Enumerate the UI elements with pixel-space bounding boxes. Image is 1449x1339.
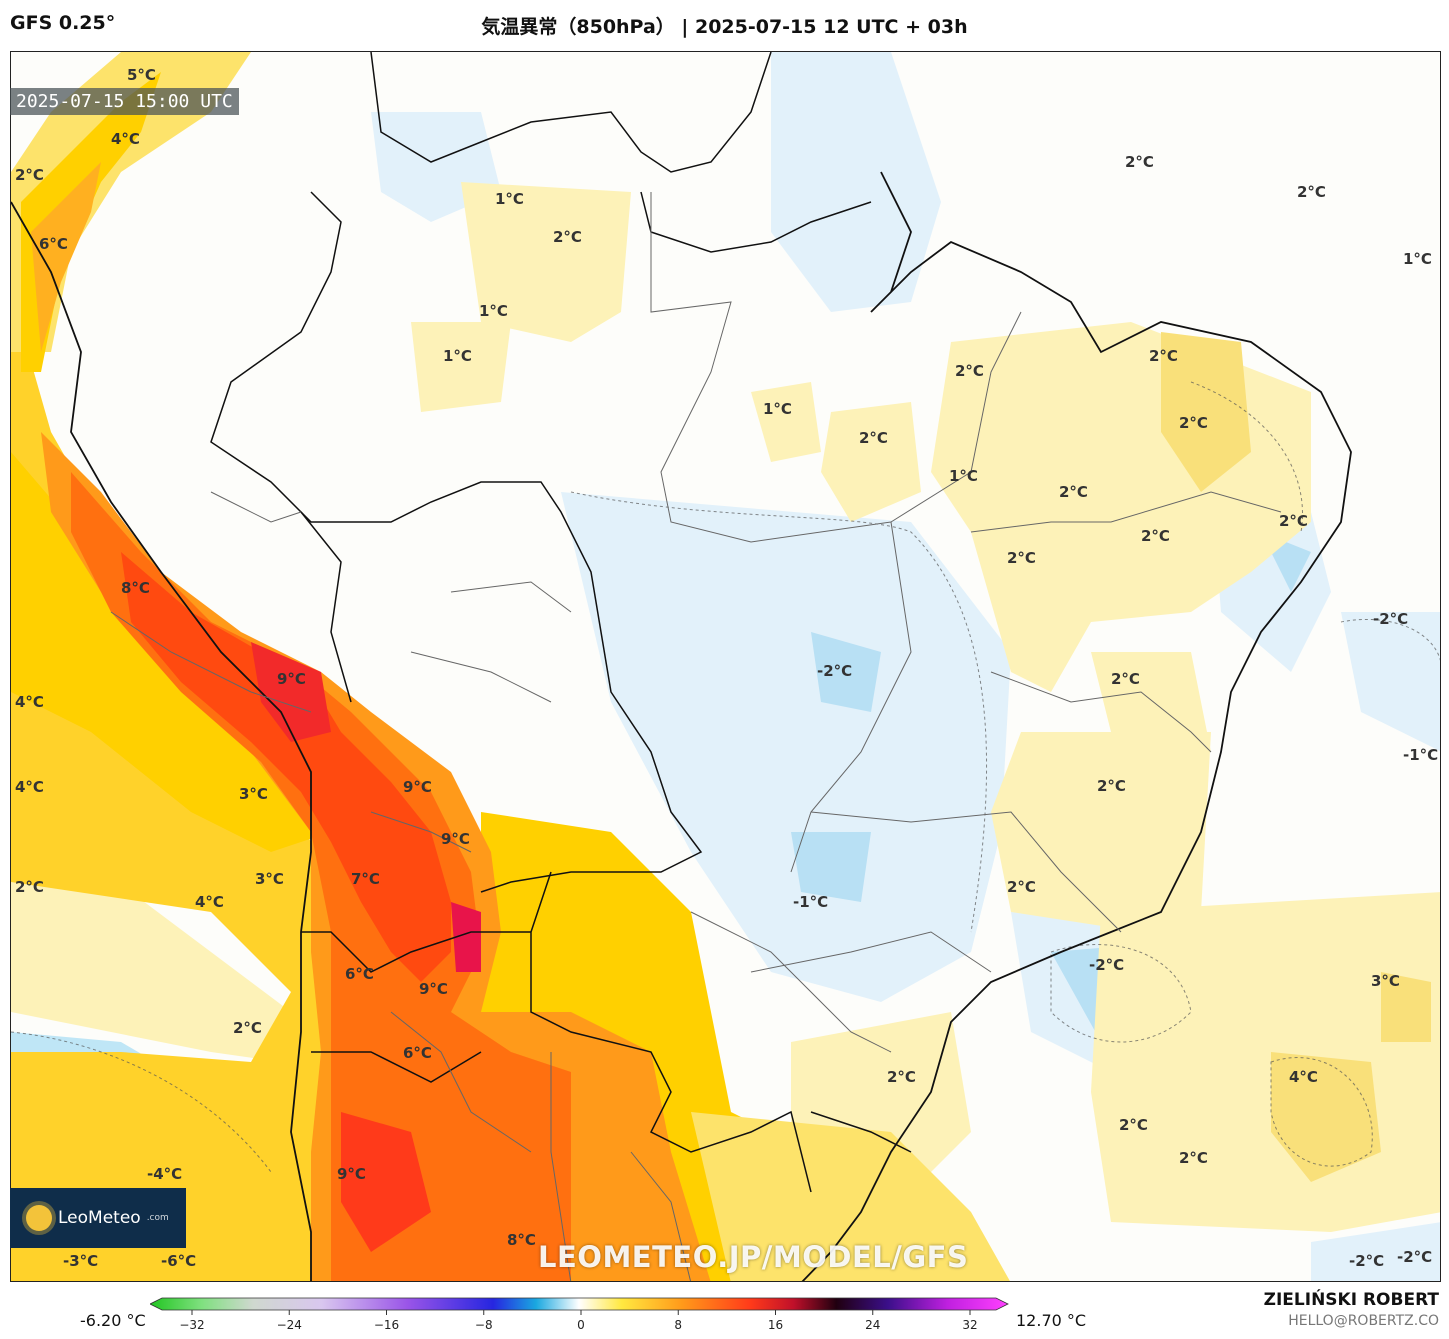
leometeo-logo: LeoMeteo .com — [10, 1188, 186, 1248]
temperature-labels: 5°C 4°C 2°C 6°C 1°C 2°C 1°C 1°C 2°C 2°C … — [15, 66, 1438, 1270]
temp-label: -2°C — [1349, 1252, 1384, 1270]
temp-label: 1°C — [443, 347, 472, 365]
temp-label: 9°C — [419, 980, 448, 998]
logo-text: LeoMeteo — [58, 1208, 141, 1228]
temp-label: 1°C — [763, 400, 792, 418]
temp-label: 6°C — [403, 1044, 432, 1062]
temp-label: 2°C — [15, 166, 44, 184]
map-title: 気温異常（850hPa） | 2025-07-15 12 UTC + 03h — [481, 16, 968, 38]
temp-label: 2°C — [553, 228, 582, 246]
temp-label: 2°C — [1149, 347, 1178, 365]
colorbar-tick-label: −32 — [179, 1318, 204, 1332]
colorbar-tick-label: 0 — [577, 1318, 585, 1332]
temp-label: -2°C — [1089, 956, 1124, 974]
colorbar-tick-label: 24 — [865, 1318, 880, 1332]
temp-label: 2°C — [887, 1068, 916, 1086]
temp-label: 4°C — [195, 893, 224, 911]
temp-label: -3°C — [63, 1252, 98, 1270]
temp-label: 4°C — [15, 693, 44, 711]
logo-suffix: .com — [146, 1213, 169, 1223]
temp-label: -1°C — [793, 893, 828, 911]
temp-label: 2°C — [15, 878, 44, 896]
temp-label: 2°C — [1007, 878, 1036, 896]
colorbar-tick-label: 16 — [768, 1318, 783, 1332]
temp-label: 2°C — [1111, 670, 1140, 688]
temp-label: -4°C — [147, 1165, 182, 1183]
temp-label: 2°C — [1125, 153, 1154, 171]
colorbar-tick-label: −8 — [475, 1318, 493, 1332]
author-email: HELLO@ROBERTZ.CO — [1288, 1313, 1439, 1329]
colorbar-max-label: 12.70 °C — [1016, 1311, 1087, 1330]
temp-label: 1°C — [495, 190, 524, 208]
temp-label: -6°C — [161, 1252, 196, 1270]
sun-icon — [26, 1205, 52, 1231]
moderate-warm-areas — [1161, 332, 1431, 1182]
temp-label: 1°C — [949, 467, 978, 485]
temp-label: 8°C — [121, 579, 150, 597]
valid-time-badge: 2025-07-15 15:00 UTC — [10, 88, 239, 115]
temp-label: -2°C — [817, 662, 852, 680]
colorbar-min-label: -6.20 °C — [80, 1311, 146, 1330]
temp-label: 2°C — [1279, 512, 1308, 530]
temp-label: 4°C — [1289, 1068, 1318, 1086]
temp-label: 2°C — [859, 429, 888, 447]
strong-warm-core — [41, 432, 711, 1281]
temp-label: 9°C — [441, 830, 470, 848]
temp-label: -2°C — [1373, 610, 1408, 628]
colorbar-gradient — [150, 1297, 1009, 1311]
temp-label: -2°C — [1397, 1248, 1432, 1266]
temp-label: 2°C — [955, 362, 984, 380]
temp-label: 8°C — [507, 1231, 536, 1249]
temp-label: 3°C — [239, 785, 268, 803]
temp-label: 3°C — [1371, 972, 1400, 990]
temp-label: 4°C — [111, 130, 140, 148]
map-canvas: 5°C 4°C 2°C 6°C 1°C 2°C 1°C 1°C 2°C 2°C … — [11, 52, 1440, 1281]
temp-label: 4°C — [15, 778, 44, 796]
colorbar-tick-label: 8 — [674, 1318, 682, 1332]
temp-label: 2°C — [1007, 549, 1036, 567]
author-name: ZIELIŃSKI ROBERT — [1263, 1290, 1439, 1310]
site-watermark: LEOMETEO.JP/MODEL/GFS — [538, 1240, 969, 1274]
temp-label: 6°C — [39, 235, 68, 253]
colorbar: −32 −24 −16 −8 0 8 16 24 32 — [150, 1297, 1009, 1332]
temp-label: 1°C — [1403, 250, 1432, 268]
state-borders — [110, 192, 1282, 1281]
temperature-anomaly-map: 5°C 4°C 2°C 6°C 1°C 2°C 1°C 1°C 2°C 2°C … — [10, 51, 1441, 1282]
temp-label: 9°C — [277, 670, 306, 688]
anomaly-contours — [11, 381, 1440, 1173]
temp-label: 2°C — [1119, 1116, 1148, 1134]
colorbar-tick-label: −24 — [277, 1318, 302, 1332]
temp-label: 9°C — [403, 778, 432, 796]
temp-label: -1°C — [1403, 746, 1438, 764]
temp-label: 7°C — [351, 870, 380, 888]
temp-label: 6°C — [345, 965, 374, 983]
coastline — [11, 171, 1352, 1281]
temp-label: 2°C — [1097, 777, 1126, 795]
colorbar-ticks: −32 −24 −16 −8 0 8 16 24 32 — [179, 1310, 978, 1332]
temp-label: 2°C — [1179, 1149, 1208, 1167]
temp-label: 2°C — [1179, 414, 1208, 432]
temp-label: 3°C — [255, 870, 284, 888]
country-borders — [210, 52, 912, 1193]
temp-label: 2°C — [1059, 483, 1088, 501]
temp-label: 5°C — [127, 66, 156, 84]
temp-label: 1°C — [479, 302, 508, 320]
temp-label: 2°C — [1141, 527, 1170, 545]
model-name: GFS 0.25° — [10, 12, 116, 34]
temp-label: 2°C — [1297, 183, 1326, 201]
colorbar-tick-label: 32 — [962, 1318, 977, 1332]
colorbar-tick-label: −16 — [374, 1318, 399, 1332]
northern-andes-warm — [11, 52, 251, 372]
temp-label: 9°C — [337, 1165, 366, 1183]
temp-label: 2°C — [233, 1019, 262, 1037]
